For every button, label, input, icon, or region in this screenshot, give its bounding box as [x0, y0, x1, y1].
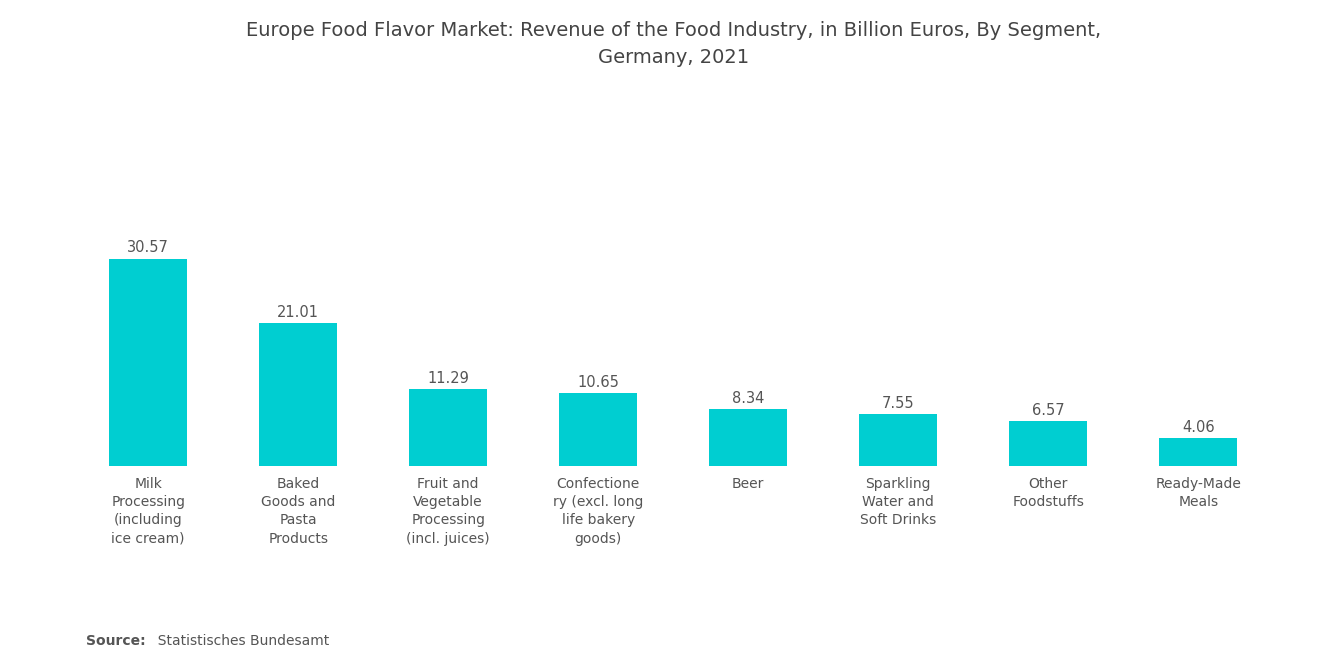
- Text: 7.55: 7.55: [882, 396, 915, 411]
- Bar: [859, 414, 937, 466]
- Text: 11.29: 11.29: [428, 370, 469, 386]
- Bar: [259, 323, 337, 466]
- Text: 30.57: 30.57: [127, 240, 169, 255]
- Text: Statistisches Bundesamt: Statistisches Bundesamt: [149, 634, 330, 648]
- Title: Europe Food Flavor Market: Revenue of the Food Industry, in Billion Euros, By Se: Europe Food Flavor Market: Revenue of th…: [246, 21, 1101, 66]
- Text: 4.06: 4.06: [1181, 420, 1214, 435]
- Bar: [1159, 438, 1237, 465]
- Text: 6.57: 6.57: [1032, 402, 1064, 418]
- Bar: [1010, 421, 1088, 465]
- Bar: [709, 409, 787, 465]
- Text: 8.34: 8.34: [733, 390, 764, 406]
- Text: 10.65: 10.65: [577, 375, 619, 390]
- Bar: [560, 394, 638, 466]
- Bar: [409, 389, 487, 466]
- Text: 21.01: 21.01: [277, 305, 319, 320]
- Bar: [110, 259, 187, 466]
- Text: Source:: Source:: [86, 634, 145, 648]
